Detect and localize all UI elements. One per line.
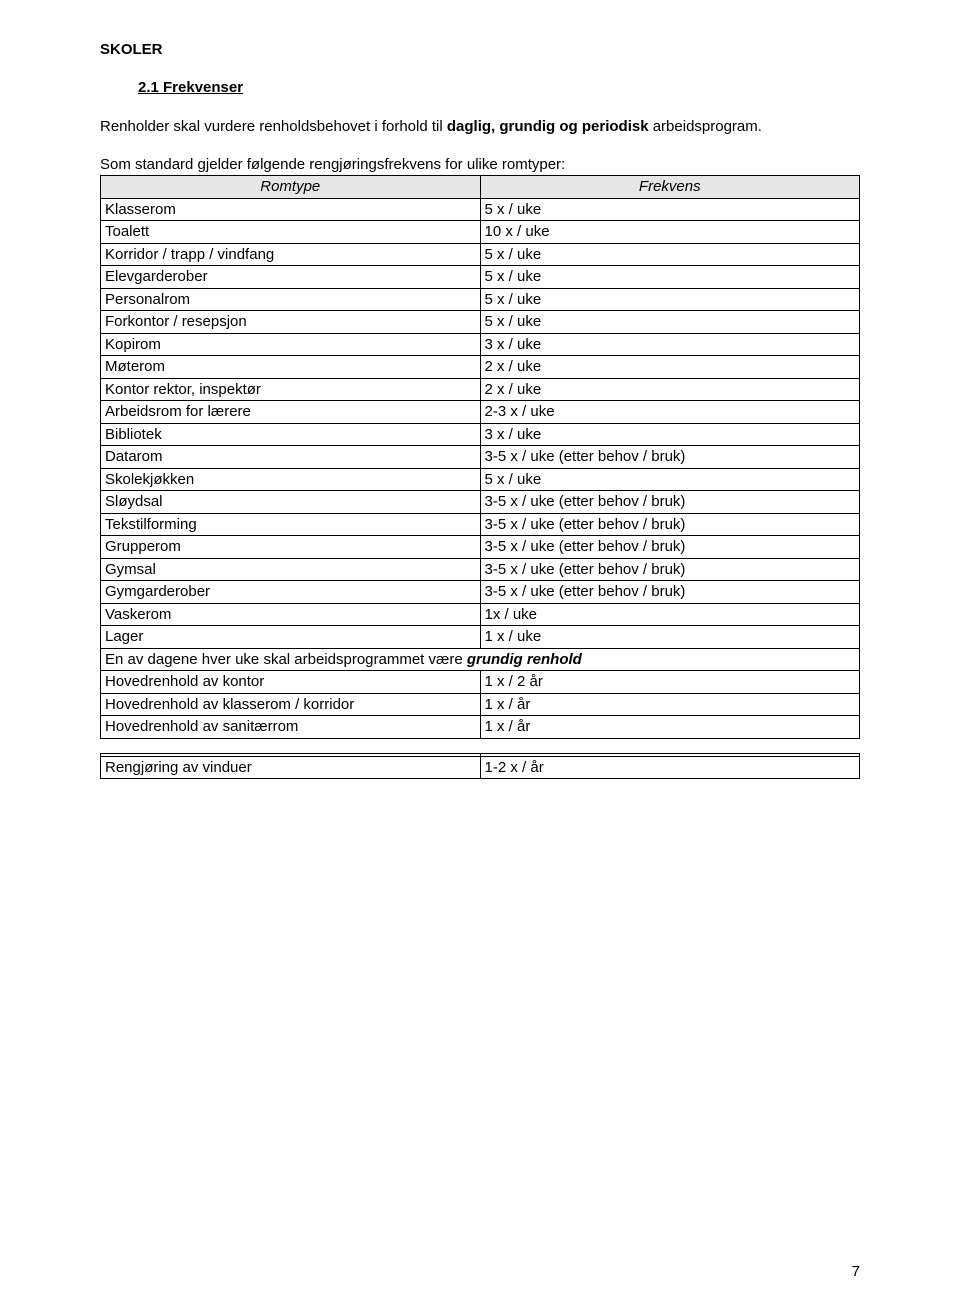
cell-frekvens: 10 x / uke xyxy=(480,221,860,244)
intro-text-a: Renholder skal vurdere renholdsbehovet i… xyxy=(100,118,447,135)
frequency-table-2: Rengjøring av vinduer1-2 x / år xyxy=(100,753,860,780)
table-row: Klasserom5 x / uke xyxy=(101,198,860,221)
table-row-merged: En av dagene hver uke skal arbeidsprogra… xyxy=(101,648,860,671)
cell-romtype: Personalrom xyxy=(101,288,481,311)
cell-romtype: Bibliotek xyxy=(101,423,481,446)
table-header-romtype: Romtype xyxy=(101,176,481,199)
cell-frekvens: 5 x / uke xyxy=(480,266,860,289)
cell-romtype: Gymsal xyxy=(101,558,481,581)
table-row: Sløydsal3-5 x / uke (etter behov / bruk) xyxy=(101,491,860,514)
frequency-table: Romtype Frekvens Klasserom5 x / ukeToale… xyxy=(100,175,860,739)
cell-romtype: Grupperom xyxy=(101,536,481,559)
cell-frekvens: 3 x / uke xyxy=(480,333,860,356)
table-row: Kopirom3 x / uke xyxy=(101,333,860,356)
cell-frekvens: 1-2 x / år xyxy=(480,756,860,779)
table-row: Rengjøring av vinduer1-2 x / år xyxy=(101,756,860,779)
heading-frekvenser: 2.1 Frekvenser xyxy=(138,78,860,98)
merged-note-text: En av dagene hver uke skal arbeidsprogra… xyxy=(105,651,467,668)
cell-romtype: Klasserom xyxy=(101,198,481,221)
heading-skoler: SKOLER xyxy=(100,40,860,60)
table-row: Personalrom5 x / uke xyxy=(101,288,860,311)
table-row: Møterom2 x / uke xyxy=(101,356,860,379)
table-row: Hovedrenhold av klasserom / korridor1 x … xyxy=(101,693,860,716)
cell-frekvens: 3-5 x / uke (etter behov / bruk) xyxy=(480,581,860,604)
cell-frekvens: 5 x / uke xyxy=(480,198,860,221)
page-number: 7 xyxy=(852,1262,860,1282)
cell-frekvens: 3-5 x / uke (etter behov / bruk) xyxy=(480,536,860,559)
cell-romtype: Tekstilforming xyxy=(101,513,481,536)
table-row: Kontor rektor, inspektør2 x / uke xyxy=(101,378,860,401)
cell-romtype: Sløydsal xyxy=(101,491,481,514)
lead-in-text: Som standard gjelder følgende rengjøring… xyxy=(100,155,860,175)
merged-note-bold: grundig renhold xyxy=(467,651,582,668)
intro-text-b: arbeidsprogram. xyxy=(649,118,762,135)
cell-romtype: Arbeidsrom for lærere xyxy=(101,401,481,424)
table-row: Toalett10 x / uke xyxy=(101,221,860,244)
cell-frekvens: 2 x / uke xyxy=(480,378,860,401)
table-row: Skolekjøkken5 x / uke xyxy=(101,468,860,491)
table-row: Datarom3-5 x / uke (etter behov / bruk) xyxy=(101,446,860,469)
cell-romtype: Kopirom xyxy=(101,333,481,356)
table-row: Hovedrenhold av kontor1 x / 2 år xyxy=(101,671,860,694)
cell-frekvens: 1 x / år xyxy=(480,693,860,716)
cell-frekvens: 5 x / uke xyxy=(480,311,860,334)
table-row: Elevgarderober5 x / uke xyxy=(101,266,860,289)
cell-frekvens: 1 x / år xyxy=(480,716,860,739)
table-row: Gymgarderober3-5 x / uke (etter behov / … xyxy=(101,581,860,604)
cell-romtype: Toalett xyxy=(101,221,481,244)
cell-frekvens: 3-5 x / uke (etter behov / bruk) xyxy=(480,491,860,514)
cell-romtype: Korridor / trapp / vindfang xyxy=(101,243,481,266)
cell-merged-note: En av dagene hver uke skal arbeidsprogra… xyxy=(101,648,860,671)
cell-romtype: Datarom xyxy=(101,446,481,469)
cell-frekvens: 3-5 x / uke (etter behov / bruk) xyxy=(480,513,860,536)
cell-frekvens: 5 x / uke xyxy=(480,468,860,491)
intro-paragraph: Renholder skal vurdere renholdsbehovet i… xyxy=(100,117,860,137)
table-header-frekvens: Frekvens xyxy=(480,176,860,199)
intro-text-bold: daglig, grundig og periodisk xyxy=(447,118,649,135)
table-row: Forkontor / resepsjon5 x / uke xyxy=(101,311,860,334)
cell-romtype: Vaskerom xyxy=(101,603,481,626)
table-header-row: Romtype Frekvens xyxy=(101,176,860,199)
table-row: Bibliotek3 x / uke xyxy=(101,423,860,446)
cell-frekvens: 1 x / uke xyxy=(480,626,860,649)
table-row: Vaskerom1x / uke xyxy=(101,603,860,626)
cell-frekvens: 3-5 x / uke (etter behov / bruk) xyxy=(480,446,860,469)
cell-frekvens: 5 x / uke xyxy=(480,243,860,266)
cell-romtype: Lager xyxy=(101,626,481,649)
cell-frekvens: 5 x / uke xyxy=(480,288,860,311)
table-row: Hovedrenhold av sanitærrom1 x / år xyxy=(101,716,860,739)
cell-romtype: Hovedrenhold av sanitærrom xyxy=(101,716,481,739)
cell-frekvens: 3 x / uke xyxy=(480,423,860,446)
cell-romtype: Gymgarderober xyxy=(101,581,481,604)
cell-romtype: Skolekjøkken xyxy=(101,468,481,491)
table-row: Arbeidsrom for lærere2-3 x / uke xyxy=(101,401,860,424)
table-row: Gymsal3-5 x / uke (etter behov / bruk) xyxy=(101,558,860,581)
table-row: Lager1 x / uke xyxy=(101,626,860,649)
cell-frekvens: 2 x / uke xyxy=(480,356,860,379)
cell-romtype: Hovedrenhold av klasserom / korridor xyxy=(101,693,481,716)
cell-frekvens: 3-5 x / uke (etter behov / bruk) xyxy=(480,558,860,581)
table-row: Tekstilforming3-5 x / uke (etter behov /… xyxy=(101,513,860,536)
cell-frekvens: 1x / uke xyxy=(480,603,860,626)
cell-romtype: Forkontor / resepsjon xyxy=(101,311,481,334)
cell-romtype: Hovedrenhold av kontor xyxy=(101,671,481,694)
table-row: Grupperom3-5 x / uke (etter behov / bruk… xyxy=(101,536,860,559)
cell-romtype: Kontor rektor, inspektør xyxy=(101,378,481,401)
cell-frekvens: 2-3 x / uke xyxy=(480,401,860,424)
cell-frekvens: 1 x / 2 år xyxy=(480,671,860,694)
cell-romtype: Elevgarderober xyxy=(101,266,481,289)
cell-romtype: Møterom xyxy=(101,356,481,379)
cell-romtype: Rengjøring av vinduer xyxy=(101,756,481,779)
table-row: Korridor / trapp / vindfang5 x / uke xyxy=(101,243,860,266)
